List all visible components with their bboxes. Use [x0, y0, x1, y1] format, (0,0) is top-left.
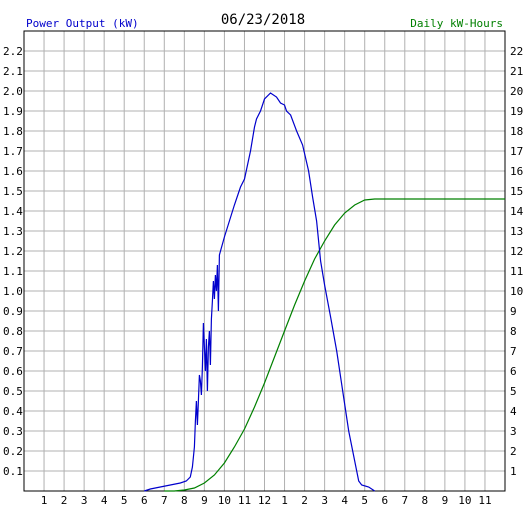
right-tick-label: 2 [510, 445, 517, 458]
x-tick-label: 5 [121, 494, 128, 507]
x-tick-label: 8 [181, 494, 188, 507]
left-tick-label: 1.8 [3, 125, 23, 138]
x-axis-ticks: 1 2 3 4 5 6 7 8 9 10 11 12 1 2 3 4 5 6 7 8 9 10 11 [41, 494, 492, 507]
x-tick-label: 12 [258, 494, 271, 507]
x-tick-label: 8 [422, 494, 429, 507]
x-tick-label: 4 [101, 494, 108, 507]
left-tick-label: 0.1 [3, 465, 23, 478]
right-tick-label: 8 [510, 325, 517, 338]
left-tick-label: 0.6 [3, 365, 23, 378]
x-tick-label: 1 [41, 494, 48, 507]
x-tick-label: 9 [201, 494, 208, 507]
right-tick-label: 7 [510, 345, 517, 358]
left-tick-label: 0.8 [3, 325, 23, 338]
right-tick-label: 20 [510, 85, 523, 98]
power-output-line [144, 92, 376, 492]
x-tick-label: 10 [458, 494, 471, 507]
left-tick-label: 0.4 [3, 405, 23, 418]
x-tick-label: 7 [401, 494, 408, 507]
x-tick-label: 3 [81, 494, 88, 507]
x-tick-label: 6 [381, 494, 388, 507]
chart-title-date: 06/23/2018 [221, 12, 305, 28]
x-tick-label: 7 [161, 494, 168, 507]
left-tick-label: 1.7 [3, 145, 23, 158]
right-tick-label: 3 [510, 425, 517, 438]
right-tick-label: 9 [510, 305, 517, 318]
left-tick-label: 1.0 [3, 285, 23, 298]
left-tick-label: 1.3 [3, 225, 23, 238]
chart-grid [24, 31, 505, 491]
left-tick-label: 2.1 [3, 65, 23, 78]
x-tick-label: 9 [442, 494, 449, 507]
x-tick-label: 11 [478, 494, 491, 507]
right-tick-label: 15 [510, 185, 523, 198]
x-tick-label: 5 [361, 494, 368, 507]
right-tick-label: 11 [510, 265, 523, 278]
x-tick-label: 2 [61, 494, 68, 507]
left-tick-label: 1.4 [3, 205, 23, 218]
left-tick-label: 1.5 [3, 185, 23, 198]
right-tick-label: 19 [510, 105, 523, 118]
left-tick-label: 0.9 [3, 305, 23, 318]
left-tick-label: 1.6 [3, 165, 23, 178]
left-tick-label: 1.2 [3, 245, 23, 258]
right-tick-label: 18 [510, 125, 523, 138]
x-tick-label: 4 [341, 494, 348, 507]
left-tick-label: 0.7 [3, 345, 23, 358]
x-tick-label: 10 [218, 494, 231, 507]
right-tick-label: 4 [510, 405, 517, 418]
x-tick-label: 1 [281, 494, 288, 507]
right-tick-label: 13 [510, 225, 523, 238]
left-axis-ticks: 0.1 0.2 0.3 0.4 0.5 0.6 0.7 0.8 0.9 1.0 1.1 1.2 1.3 1… [3, 45, 23, 478]
right-tick-label: 17 [510, 145, 523, 158]
right-axis-label: Daily kW-Hours [410, 17, 503, 30]
left-tick-label: 1.9 [3, 105, 23, 118]
left-tick-label: 0.2 [3, 445, 23, 458]
right-tick-label: 1 [510, 465, 517, 478]
plot-frame [23, 30, 506, 492]
right-tick-label: 21 [510, 65, 523, 78]
right-tick-label: 14 [510, 205, 524, 218]
x-tick-label: 2 [301, 494, 308, 507]
left-axis-label: Power Output (kW) [26, 17, 139, 30]
right-tick-label: 6 [510, 365, 517, 378]
right-tick-label: 22 [510, 45, 523, 58]
left-tick-label: 2.2 [3, 45, 23, 58]
right-tick-label: 10 [510, 285, 523, 298]
x-tick-label: 6 [141, 494, 148, 507]
left-tick-label: 2.0 [3, 85, 23, 98]
left-tick-label: 0.5 [3, 385, 23, 398]
daily-energy-line [164, 198, 505, 492]
right-tick-label: 5 [510, 385, 517, 398]
x-tick-label: 3 [321, 494, 328, 507]
right-tick-label: 12 [510, 245, 523, 258]
left-tick-label: 0.3 [3, 425, 23, 438]
x-tick-label: 11 [238, 494, 251, 507]
left-tick-label: 1.1 [3, 265, 23, 278]
right-tick-label: 16 [510, 165, 523, 178]
